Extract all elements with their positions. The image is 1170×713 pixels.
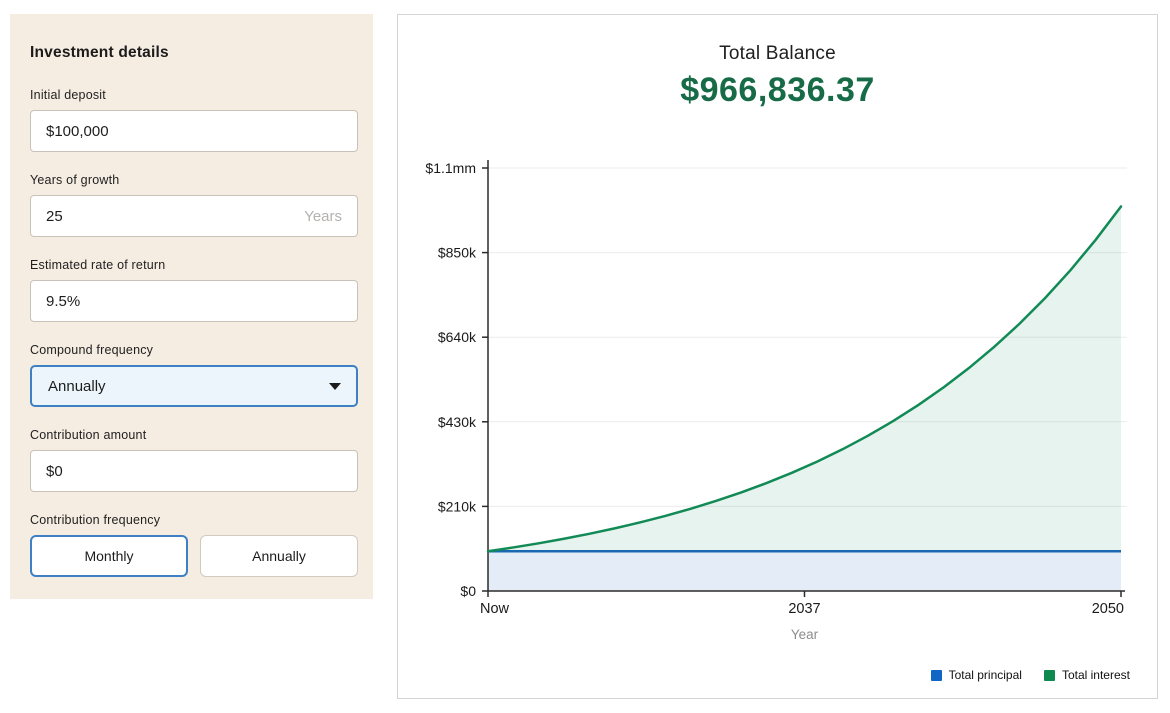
interest-swatch-icon [1043, 669, 1055, 681]
contribution-frequency-label: Contribution frequency [30, 513, 161, 527]
contribution-amount-input[interactable] [30, 450, 358, 492]
legend-item-interest: Total interest [1043, 668, 1130, 682]
svg-text:Now: Now [480, 601, 510, 617]
initial-deposit-input[interactable] [30, 110, 358, 152]
years-of-growth-input[interactable] [46, 207, 305, 225]
years-of-growth-field[interactable]: Years [30, 195, 358, 237]
svg-text:$850k: $850k [438, 245, 477, 261]
svg-text:$0: $0 [460, 583, 476, 599]
chart-legend: Total principal Total interest [930, 668, 1130, 682]
years-suffix: Years [304, 207, 342, 225]
chart-title: Total Balance [719, 43, 836, 64]
legend-principal-label: Total principal [948, 668, 1022, 682]
legend-interest-label: Total interest [1061, 668, 1130, 682]
svg-text:$640k: $640k [438, 329, 477, 345]
balance-area-chart: $0 $210k $430k $640k $850k $1.1mm Now 2037 2050 Y… [425, 160, 1127, 642]
contribution-frequency-toggle: Monthly Annually [30, 535, 358, 577]
investment-details-panel: Investment details Initial deposit Years… [10, 14, 373, 599]
compound-frequency-select[interactable]: Annually [30, 365, 358, 407]
svg-text:$210k: $210k [438, 498, 477, 514]
chevron-down-icon [329, 382, 341, 390]
years-of-growth-label: Years of growth [30, 173, 120, 187]
svg-text:$1.1mm: $1.1mm [425, 160, 476, 176]
compound-frequency-label: Compound frequency [30, 343, 154, 357]
svg-text:2037: 2037 [788, 601, 820, 617]
compound-frequency-value: Annually [48, 377, 106, 395]
rate-of-return-group: Estimated rate of return [30, 258, 358, 322]
total-balance-amount: $966,836.37 [680, 71, 875, 109]
svg-text:$430k: $430k [438, 414, 477, 430]
initial-deposit-group: Initial deposit [30, 88, 358, 152]
principal-swatch-icon [930, 669, 942, 681]
rate-of-return-input[interactable] [30, 280, 358, 322]
contribution-amount-group: Contribution amount [30, 428, 358, 492]
svg-text:2050: 2050 [1092, 601, 1124, 617]
contribution-frequency-group: Contribution frequency Monthly Annually [30, 513, 358, 577]
annually-button[interactable]: Annually [200, 535, 358, 577]
contribution-amount-label: Contribution amount [30, 428, 147, 442]
svg-text:Year: Year [791, 627, 819, 642]
initial-deposit-label: Initial deposit [30, 88, 106, 102]
compound-frequency-group: Compound frequency Annually [30, 343, 358, 407]
monthly-button[interactable]: Monthly [30, 535, 188, 577]
years-of-growth-group: Years of growth Years [30, 173, 358, 237]
chart-panel: Total Balance $966,836.37 $0 $210k $430k $6… [397, 14, 1158, 699]
legend-item-principal: Total principal [930, 668, 1022, 682]
rate-of-return-label: Estimated rate of return [30, 258, 166, 272]
panel-title: Investment details [30, 44, 169, 61]
